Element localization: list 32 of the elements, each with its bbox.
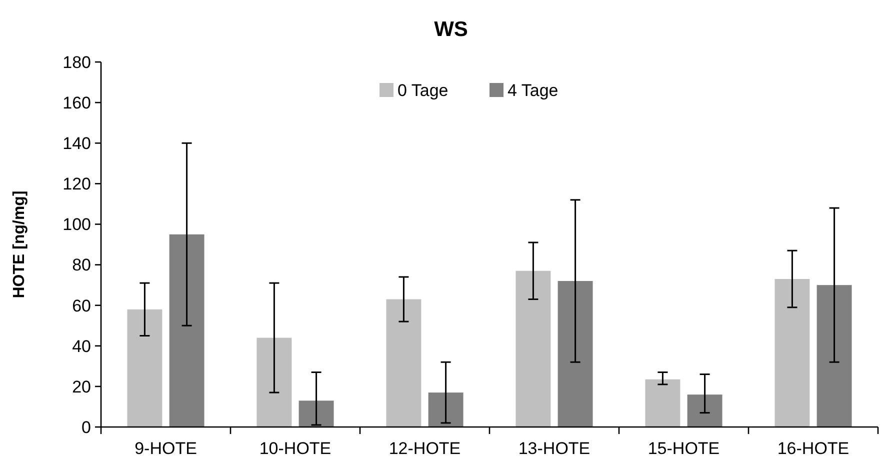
x-tick-label: 13-HOTE [518, 439, 590, 458]
y-tick-label: 180 [62, 52, 91, 72]
bar [645, 379, 680, 427]
x-tick-label: 12-HOTE [388, 439, 461, 458]
bar [256, 338, 292, 427]
legend-label: 0 Tage [398, 80, 448, 100]
y-tick-label: 160 [62, 94, 91, 113]
bar [169, 234, 204, 427]
bar [428, 392, 464, 427]
bar [774, 278, 810, 427]
x-tick-label: 16-HOTE [777, 439, 850, 458]
y-tick-label: 120 [62, 174, 91, 194]
y-tick-label: 140 [62, 134, 91, 154]
y-tick-label: 80 [72, 256, 91, 275]
bar [687, 394, 722, 427]
y-tick-label: 40 [72, 336, 91, 356]
y-tick-label: 60 [72, 296, 91, 316]
x-tick-label: 10-HOTE [259, 439, 332, 458]
x-tick-label: 15-HOTE [648, 439, 720, 458]
x-tick-label: 9-HOTE [134, 439, 197, 458]
y-tick-label: 20 [72, 377, 91, 396]
bar [516, 270, 551, 427]
legend-label: 4 Tage [508, 80, 558, 100]
y-tick-label: 0 [82, 418, 91, 437]
bar [298, 400, 334, 427]
bar [386, 299, 422, 427]
chart-title: WS [434, 18, 468, 41]
bar [127, 309, 162, 427]
y-tick-label: 100 [62, 215, 91, 234]
bar [558, 281, 593, 427]
bar [816, 285, 852, 427]
y-axis-title: HOTE [ng/mg] [11, 190, 28, 298]
